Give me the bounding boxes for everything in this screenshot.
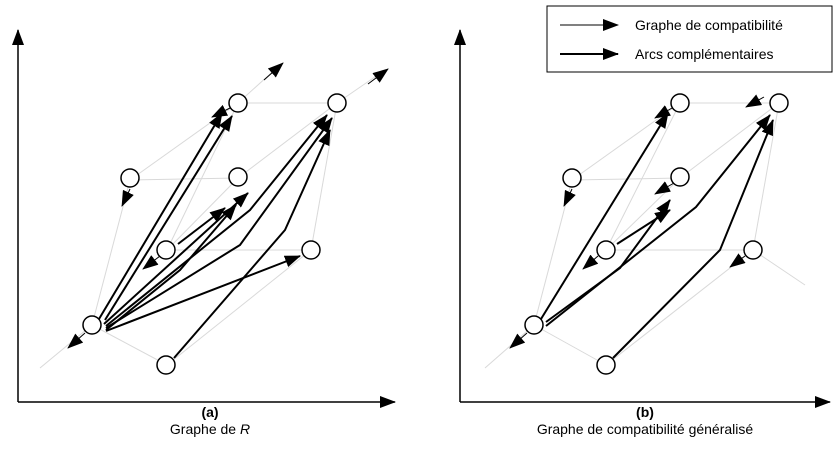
arc <box>104 115 233 321</box>
node <box>596 355 616 375</box>
node <box>670 167 690 187</box>
node <box>327 93 347 113</box>
panel-a <box>12 29 396 408</box>
panel-b-endpoints <box>509 94 765 349</box>
node <box>743 240 763 260</box>
node <box>524 315 544 335</box>
arc <box>105 114 328 327</box>
node <box>670 93 690 113</box>
panel-b <box>454 29 831 408</box>
panel-a-nodes <box>82 93 347 375</box>
arc <box>545 199 671 323</box>
arc <box>612 119 774 359</box>
legend-box <box>546 5 833 73</box>
arc <box>105 117 333 329</box>
panel-b-letter: (b) <box>636 404 654 420</box>
node <box>156 240 176 260</box>
arc <box>616 209 671 245</box>
panel-a-letter: (a) <box>201 404 219 420</box>
node <box>228 167 248 187</box>
arc <box>173 129 331 359</box>
panel-a-title-italic: R <box>239 421 251 437</box>
node <box>120 168 140 188</box>
node <box>562 168 582 188</box>
panel-a-title: Graphe de R <box>80 421 340 438</box>
panel-a-title-prefix: Graphe de <box>169 421 240 437</box>
legend-label-arcs: Arcs complémentaires <box>635 46 774 62</box>
panel-b-nodes <box>524 93 789 375</box>
node <box>301 240 321 260</box>
panel-b-caption: (b) Graphe de compatibilité généralisé <box>470 404 820 438</box>
legend: Graphe de compatibilité Arcs complémenta… <box>546 5 833 73</box>
node <box>156 355 176 375</box>
arc <box>98 112 223 320</box>
legend-label-compat: Graphe de compatibilité <box>635 17 783 33</box>
arc <box>105 204 237 331</box>
node <box>596 240 616 260</box>
arc <box>540 112 669 320</box>
node <box>228 93 248 113</box>
panel-b-title: Graphe de compatibilité généralisé <box>536 421 754 437</box>
node <box>769 93 789 113</box>
panel-a-endpoints <box>67 62 389 349</box>
arc <box>105 255 301 332</box>
panel-a-thick-arcs <box>98 112 333 359</box>
arc <box>177 207 226 245</box>
panel-a-caption: (a) Graphe de R <box>80 404 340 438</box>
panel-b-thick-arcs <box>540 112 774 359</box>
arc <box>545 114 771 327</box>
node <box>82 315 102 335</box>
